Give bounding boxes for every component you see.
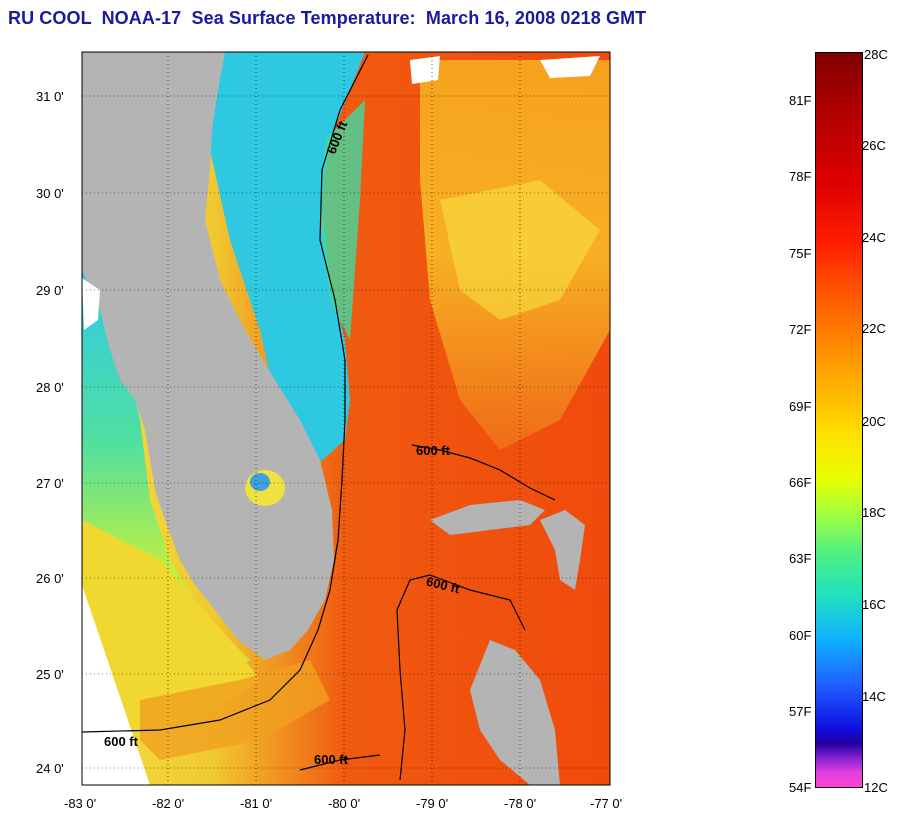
lon-label: -77 0'	[590, 796, 622, 811]
isobath-bahamas-north	[411, 444, 556, 501]
lat-label: 28 0'	[36, 380, 64, 395]
no-data-wedge	[82, 585, 150, 785]
celsius-label: 22C	[862, 321, 886, 336]
lon-label: -81 0'	[240, 796, 272, 811]
lon-label: -83 0'	[64, 796, 96, 811]
lon-label: -80 0'	[328, 796, 360, 811]
shelf-green-band	[320, 100, 365, 340]
keys-warm	[140, 660, 330, 760]
fahrenheit-label: 63F	[789, 551, 812, 566]
contour-label: 600 ft	[416, 443, 451, 458]
fahrenheit-label: 78F	[789, 169, 812, 184]
fahrenheit-label: 60F	[789, 628, 812, 643]
graticule	[82, 52, 610, 785]
celsius-label: 18C	[862, 505, 886, 520]
florida-land	[82, 52, 334, 660]
fahrenheit-label: 69F	[789, 399, 812, 414]
celsius-label: 28C	[864, 47, 888, 62]
lake-okeechobee-edge	[250, 473, 270, 491]
lat-label: 26 0'	[36, 571, 64, 586]
longitude-axis: -83 0' -82 0' -81 0' -80 0' -79 0' -78 0…	[64, 796, 622, 811]
isobath-bahamas-south	[396, 574, 526, 781]
lat-label: 30 0'	[36, 186, 64, 201]
cloud-patch	[410, 56, 440, 84]
grand-bahama	[430, 500, 545, 535]
fahrenheit-label: 54F	[789, 780, 812, 795]
latitude-axis: 31 0' 30 0' 29 0' 28 0' 27 0' 26 0' 25 0…	[36, 89, 64, 776]
isobath-southern	[299, 754, 381, 771]
celsius-label: 24C	[862, 230, 886, 245]
fahrenheit-label: 66F	[789, 475, 812, 490]
cloud-patch	[540, 56, 600, 78]
lat-label: 27 0'	[36, 476, 64, 491]
celsius-label: 12C	[864, 780, 888, 795]
fahrenheit-label: 57F	[789, 704, 812, 719]
contour-label: 600 ft	[104, 734, 139, 749]
celsius-label: 26C	[862, 138, 886, 153]
celsius-label: 14C	[862, 689, 886, 704]
yellow-filament	[440, 180, 600, 320]
lat-label: 24 0'	[36, 761, 64, 776]
map-frame	[81, 51, 611, 786]
andros	[470, 640, 560, 785]
cloud-patch	[82, 278, 100, 330]
lon-label: -82 0'	[152, 796, 184, 811]
lat-label: 29 0'	[36, 283, 64, 298]
lat-label: 25 0'	[36, 667, 64, 682]
celsius-label: 16C	[862, 597, 886, 612]
celsius-label: 20C	[862, 414, 886, 429]
map-imagery	[82, 52, 610, 785]
contour-label: 600 ft	[314, 752, 349, 767]
lon-label: -79 0'	[416, 796, 448, 811]
isobath-atlantic	[82, 54, 369, 733]
fahrenheit-label: 75F	[789, 246, 812, 261]
temperature-colorbar	[815, 52, 863, 788]
fahrenheit-label: 72F	[789, 322, 812, 337]
lat-label: 31 0'	[36, 89, 64, 104]
abaco	[540, 510, 585, 590]
fahrenheit-label: 81F	[789, 93, 812, 108]
lon-label: -78 0'	[504, 796, 536, 811]
map-title: RU COOL NOAA-17 Sea Surface Temperature:…	[8, 8, 647, 28]
